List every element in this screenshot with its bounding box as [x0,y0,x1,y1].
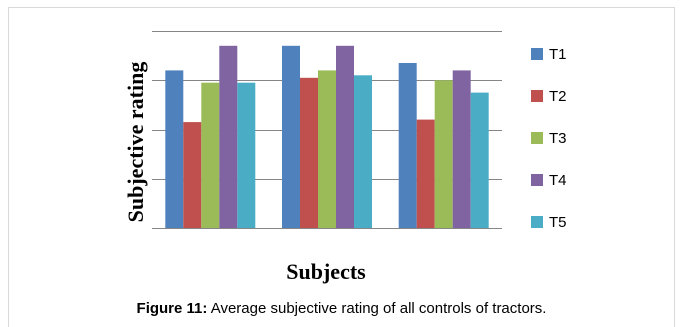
legend-label: T3 [549,129,567,147]
bar-t2-group-1 [183,122,202,228]
caption-text: Average subjective rating of all control… [207,300,547,317]
bar-t3-group-3 [434,80,453,229]
legend-swatch [531,216,543,228]
bar-t1-group-3 [398,63,417,228]
bar-t5-group-2 [354,75,372,228]
bar-t1-group-1 [165,70,184,229]
caption-label: Figure 11: [136,300,208,317]
bar-t5-group-3 [470,92,489,228]
legend-item: T4 [531,170,567,190]
legend-swatch [531,48,543,60]
legend-label: T4 [549,171,567,189]
bar-t2-group-3 [416,119,435,228]
legend-swatch [531,90,543,102]
legend-swatch [531,174,543,186]
bar-t1-group-2 [282,45,300,228]
figure-caption: Figure 11: Average subjective rating of … [0,300,683,317]
bar-t4-group-2 [336,45,354,228]
legend-item: T2 [531,86,567,106]
bar-t4-group-3 [452,70,471,229]
bar-t3-group-1 [201,82,220,228]
y-axis-label: Subjective rating [123,61,148,223]
legend-swatch [531,132,543,144]
legend-item: T1 [531,44,567,64]
bar-t2-group-2 [300,77,318,228]
legend-label: T1 [549,45,567,63]
x-axis-label: Subjects [286,259,366,284]
legend-item: T3 [531,128,567,148]
bar-t3-group-2 [318,70,336,229]
bars [165,45,489,229]
bar-t5-group-1 [237,82,256,228]
legend: T1 T2 T3 T4 T5 [531,44,567,254]
legend-label: T5 [549,213,567,231]
bar-t4-group-1 [219,45,238,228]
legend-item: T5 [531,212,567,232]
legend-label: T2 [549,87,567,105]
